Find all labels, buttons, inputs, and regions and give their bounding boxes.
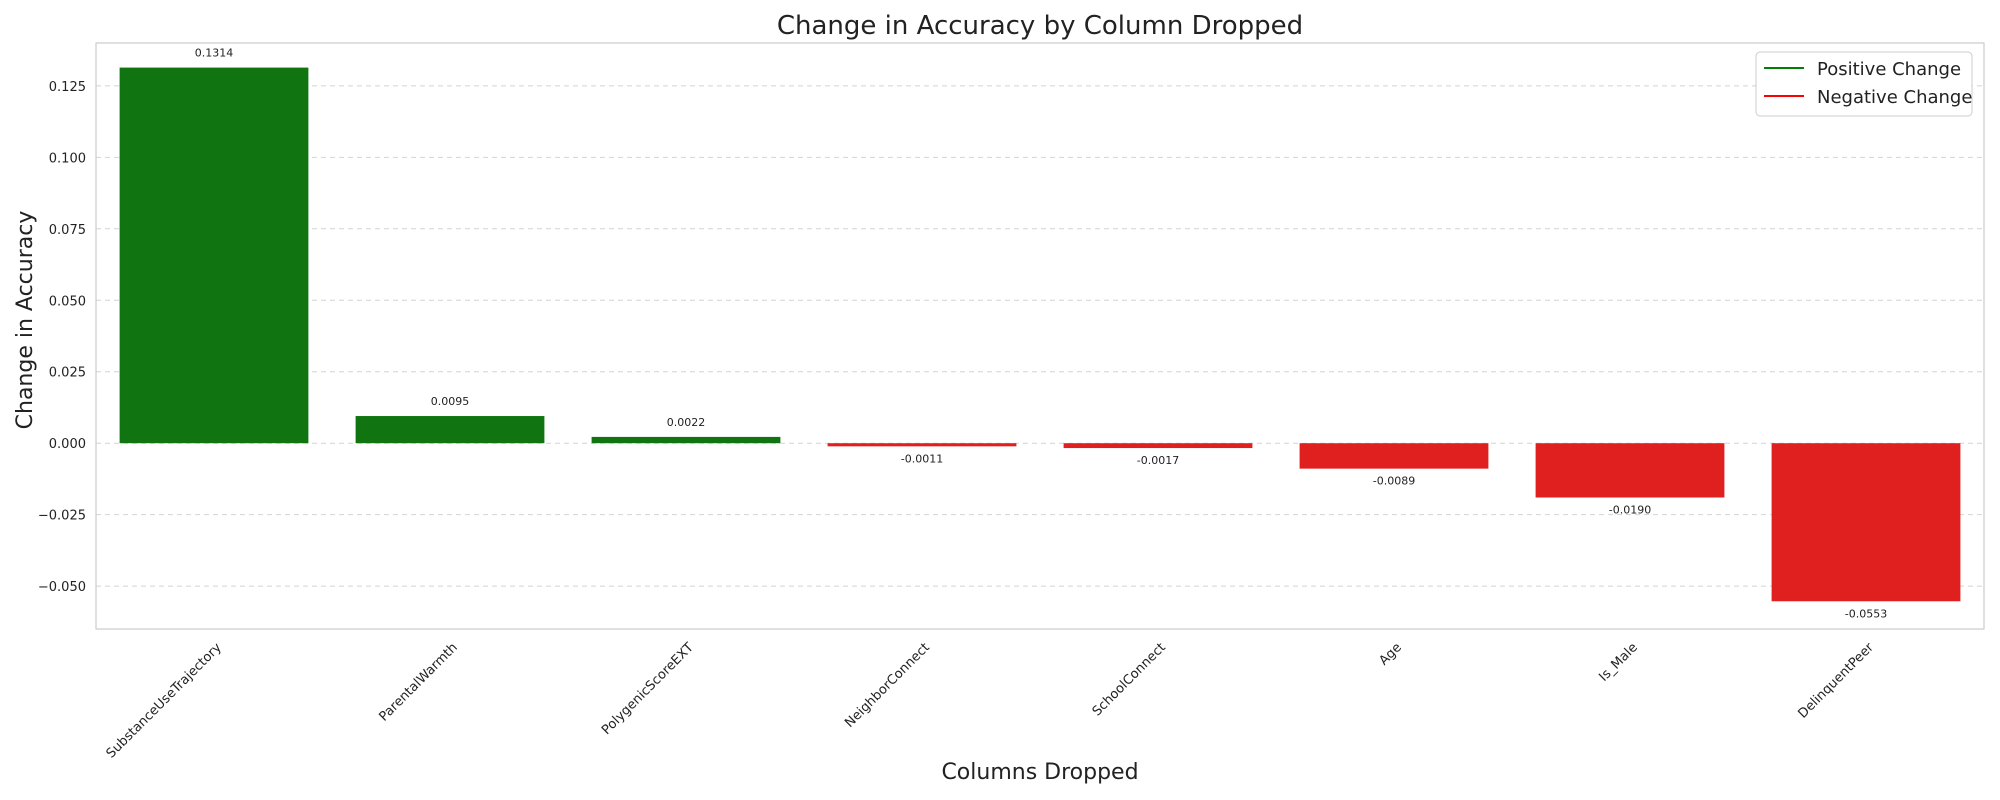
data-label: 0.1314 <box>195 47 234 60</box>
chart-title: Change in Accuracy by Column Dropped <box>777 11 1303 41</box>
bar-delinquentpeer <box>1771 443 1961 602</box>
bar-parentalwarmth <box>355 416 545 444</box>
y-tick-label: 0.025 <box>49 366 86 381</box>
legend-box <box>1755 51 1973 117</box>
legend-label-positive: Positive Change <box>1817 59 1961 80</box>
plot-frame <box>95 42 1985 630</box>
bar-substanceusetrajectory <box>119 67 309 444</box>
data-label: -0.0089 <box>1373 475 1415 488</box>
y-tick-label: 0.000 <box>49 437 86 452</box>
y-tick-label: −0.050 <box>38 580 86 595</box>
y-tick-label: 0.050 <box>49 294 86 309</box>
y-axis-ticks: −0.050 −0.025 0.000 0.025 0.050 0.075 0.100 0.1… <box>38 80 86 595</box>
data-label: 0.0022 <box>667 416 706 429</box>
bar-neighborconnect <box>827 443 1017 447</box>
data-label: 0.0095 <box>431 395 470 408</box>
y-tick-label: 0.125 <box>49 80 86 95</box>
y-tick-label: 0.100 <box>49 151 86 166</box>
bars <box>119 67 1961 602</box>
bar-polygenicscoreext <box>591 436 781 444</box>
data-label: -0.0190 <box>1609 504 1651 517</box>
y-tick-label: −0.025 <box>38 509 86 524</box>
data-label: -0.0017 <box>1137 454 1179 467</box>
legend-label-negative: Negative Change <box>1817 87 1972 108</box>
data-labels: 0.1314 0.0095 0.0022 -0.0011 -0.0017 -0.0089 -… <box>195 47 1887 621</box>
bar-schoolconnect <box>1063 443 1253 449</box>
data-label: -0.0011 <box>901 452 943 465</box>
y-axis-label: Change in Accuracy <box>13 211 38 430</box>
y-tick-label: 0.075 <box>49 223 86 238</box>
bar-age <box>1299 443 1489 469</box>
data-label: -0.0553 <box>1845 607 1887 620</box>
legend: Positive Change Negative Change <box>1755 51 1973 117</box>
x-axis-label: Columns Dropped <box>941 760 1138 785</box>
bar-is_male <box>1535 443 1725 498</box>
